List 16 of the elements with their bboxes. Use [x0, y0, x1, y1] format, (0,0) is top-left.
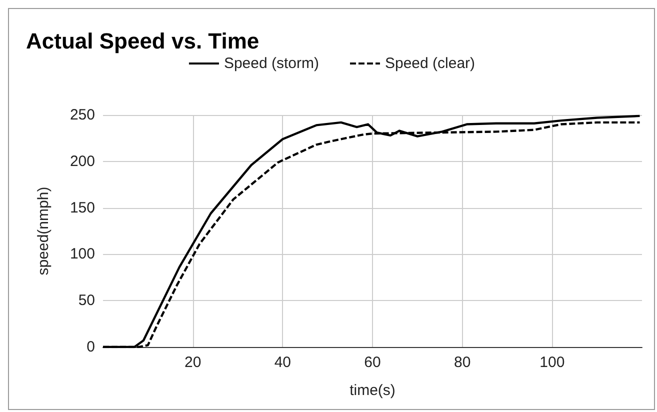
y-tick-label: 250 [70, 106, 95, 124]
y-tick-label: 0 [86, 338, 95, 356]
y-axis-title: speed(nmph) [35, 186, 52, 276]
x-axis-title: time(s) [350, 382, 396, 399]
x-tick-label: 60 [364, 354, 381, 371]
x-tick-label: 40 [274, 354, 292, 371]
y-tick-label: 50 [78, 292, 95, 310]
x-tick-label: 80 [454, 354, 471, 371]
x-tick-label: 100 [540, 354, 565, 371]
y-tick-label: 200 [70, 152, 95, 170]
x-tick-label: 20 [184, 354, 202, 371]
y-tick-label: 150 [70, 199, 95, 216]
y-tick-label: 100 [70, 246, 95, 263]
legend-label: Speed (storm) [224, 55, 320, 72]
legend-label: Speed (clear) [384, 55, 476, 72]
chart-title: Actual Speed vs. Time [26, 28, 260, 54]
